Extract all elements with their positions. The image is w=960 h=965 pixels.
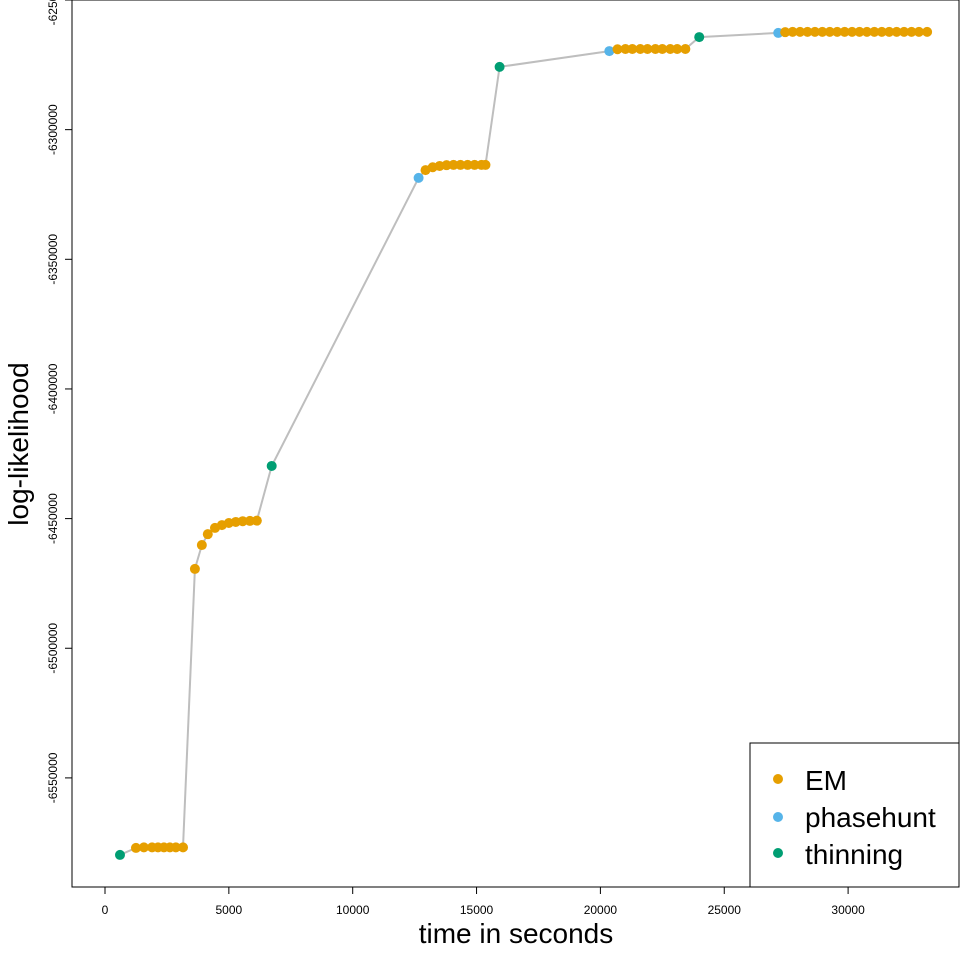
point-em [891,26,902,37]
point-em [795,26,806,37]
point-em [876,26,887,37]
legend-marker-phasehunt [773,812,783,822]
point-thinning [494,61,505,72]
point-em [189,563,200,574]
y-tick-label: -6400000 [46,363,60,414]
y-tick-label: -6500000 [46,623,60,674]
point-em [469,159,480,170]
axes: 0 5000 10000 15000 20000 25000 30000 -6550000 -6… [46,0,865,917]
point-em [680,44,691,55]
legend-label-thinning: thinning [805,839,903,870]
point-em [817,26,828,37]
points [114,26,933,860]
point-em [665,44,676,55]
point-em [627,44,638,55]
legend-marker-thinning [773,848,783,858]
trace-line [119,30,928,856]
point-em [170,842,181,853]
point-em [854,26,865,37]
y-tick-label: -6450000 [46,493,60,544]
point-em [839,26,850,37]
point-em [635,44,646,55]
point-em [802,26,813,37]
legend-label-phasehunt: phasehunt [805,802,936,833]
x-axis-label: time in seconds [419,918,614,949]
point-em [824,26,835,37]
point-em [787,26,798,37]
point-em [455,159,466,170]
point-em [922,26,933,37]
x-tick-label: 20000 [584,903,618,917]
x-tick-label: 25000 [708,903,742,917]
x-tick-label: 0 [102,903,109,917]
point-em [809,26,820,37]
point-em [196,540,207,551]
point-em [237,516,248,527]
point-thinning [114,849,125,860]
point-em [620,44,631,55]
x-tick-label: 10000 [336,903,370,917]
point-em [861,26,872,37]
point-em [130,842,141,853]
point-em [906,26,917,37]
x-tick-label: 15000 [460,903,494,917]
point-em [612,44,623,55]
point-em [780,27,791,38]
point-em [650,44,661,55]
point-em [847,26,858,37]
point-thinning [694,32,705,43]
point-em [913,26,924,37]
point-thinning [266,460,277,471]
point-em [832,26,843,37]
y-axis-label: log-likelihood [3,362,34,525]
point-em [899,26,910,37]
y-tick-label: -6550000 [46,752,60,803]
point-em [480,159,491,170]
point-em [672,44,683,55]
point-em [138,842,149,853]
point-phasehunt [413,172,424,183]
legend: EM phasehunt thinning [749,742,960,888]
y-tick-label: -6300000 [46,104,60,155]
x-tick-label: 5000 [215,903,242,917]
point-em [642,44,653,55]
point-em [178,842,189,853]
plot-frame [71,0,960,888]
legend-label-em: EM [805,765,847,796]
point-em [448,159,459,170]
point-em [202,529,213,540]
point-em [657,44,668,55]
legend-marker-em [773,774,783,784]
point-em [869,26,880,37]
y-tick-label: -6250000 [46,0,60,25]
point-em [884,26,895,37]
point-phasehunt [604,46,615,57]
point-em [251,515,262,526]
x-tick-label: 30000 [831,903,865,917]
legend-box [749,742,960,888]
point-em [462,159,473,170]
y-tick-label: -6350000 [46,234,60,285]
